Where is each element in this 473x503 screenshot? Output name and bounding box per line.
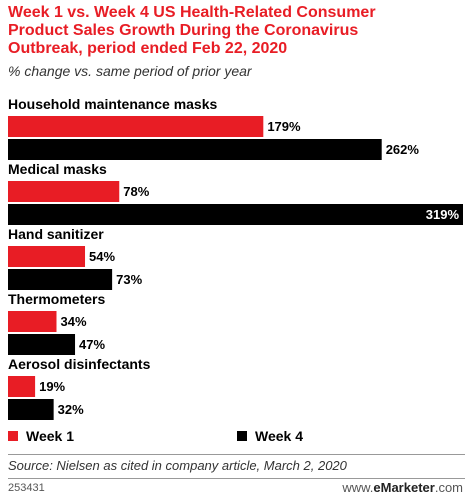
data-label: 34% <box>60 314 86 329</box>
brand-prefix: www. <box>342 480 374 495</box>
data-label: 47% <box>79 337 105 352</box>
legend-swatch-week-4 <box>237 431 247 441</box>
data-label: 73% <box>116 272 142 287</box>
data-label: 54% <box>89 249 115 264</box>
category-label: Medical masks <box>8 161 107 177</box>
data-label: 262% <box>386 142 420 157</box>
chart-id: 253431 <box>8 482 45 494</box>
bar-week-1 <box>8 116 264 137</box>
category-label: Thermometers <box>8 291 105 307</box>
bar-week-4 <box>8 334 76 355</box>
bar-week-4 <box>8 139 382 160</box>
brand-suffix: .com <box>434 480 463 495</box>
data-label: 179% <box>267 119 301 134</box>
divider <box>8 478 465 479</box>
bar-week-1 <box>8 376 36 397</box>
page-subtitle: % change vs. same period of prior year <box>8 63 252 79</box>
legend-week-4: Week 4 <box>237 428 303 444</box>
bar-week-4 <box>8 269 113 290</box>
data-label: 32% <box>58 402 84 417</box>
legend-label-week-1: Week 1 <box>26 428 74 444</box>
data-label: 319% <box>426 207 460 222</box>
page-title: Week 1 vs. Week 4 US Health-Related Cons… <box>8 4 376 57</box>
legend-label-week-4: Week 4 <box>255 428 303 444</box>
category-label: Household maintenance masks <box>8 96 218 112</box>
brand-name: eMarketer <box>373 480 435 495</box>
legend-swatch-week-1 <box>8 431 18 441</box>
bar-week-1 <box>8 311 57 332</box>
bar-week-1 <box>8 246 86 267</box>
bar-week-4 <box>8 204 463 225</box>
category-label: Hand sanitizer <box>8 226 104 242</box>
category-label: Aerosol disinfectants <box>8 356 151 372</box>
data-label: 78% <box>123 184 149 199</box>
bar-week-1 <box>8 181 120 202</box>
bar-week-4 <box>8 399 54 420</box>
legend-week-1: Week 1 <box>8 428 74 444</box>
data-label: 19% <box>39 379 65 394</box>
source-note: Source: Nielsen as cited in company arti… <box>8 458 347 473</box>
divider <box>8 454 465 455</box>
brand-logo: www.eMarketer.com <box>342 480 463 495</box>
